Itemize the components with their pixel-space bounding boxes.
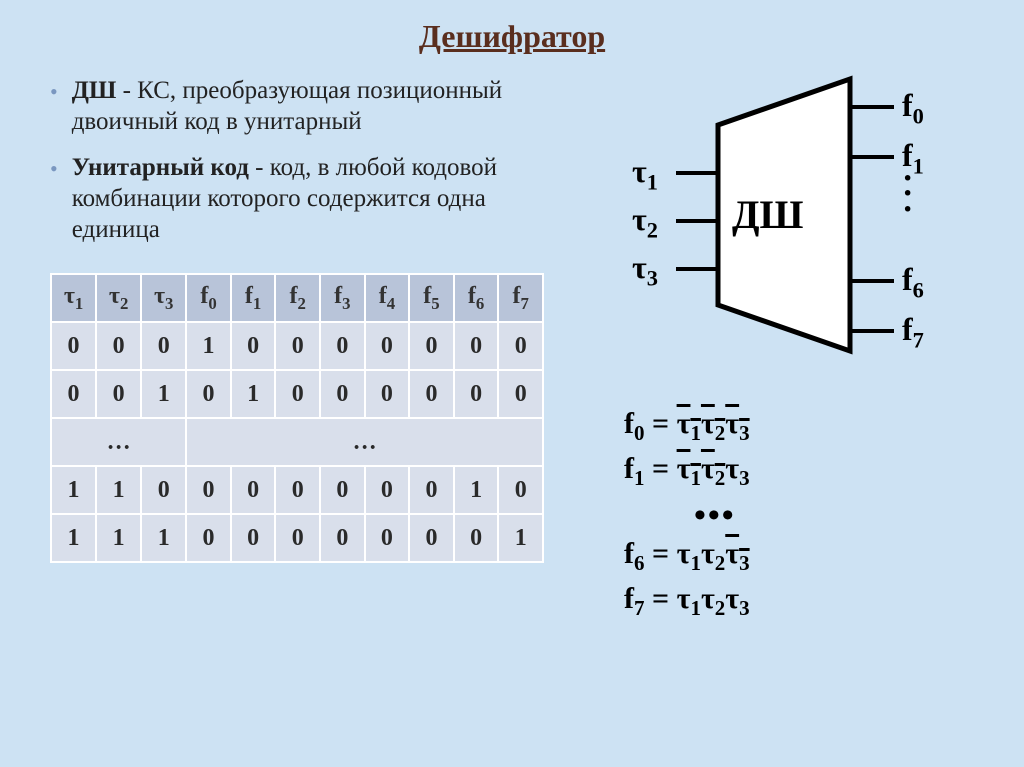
bullet-text: - КС, преобразующая позиционный двоичный… (72, 77, 502, 135)
table-cell: 1 (498, 514, 543, 562)
table-header-tau: τ2 (96, 274, 141, 322)
table-cell: 1 (454, 466, 499, 514)
table-cell: 0 (409, 322, 454, 370)
table-ellipsis: … (186, 418, 543, 466)
equation: f0 = τ1τ2τ3 (624, 407, 984, 446)
table-cell: 0 (320, 514, 365, 562)
output-wire (848, 279, 894, 283)
table-cell: 0 (186, 466, 231, 514)
table-cell: 1 (51, 466, 96, 514)
input-label: τ2 (632, 201, 658, 243)
table-header-f: f0 (186, 274, 231, 322)
table-header-tau: τ1 (51, 274, 96, 322)
bullet-bold: Унитарный код (72, 154, 249, 181)
slide-title: Дешифратор (0, 0, 1024, 55)
list-item: • Унитарный код - код, в любой кодовой к… (50, 152, 544, 246)
equation: f6 = τ1τ2τ3 (624, 537, 984, 576)
table-cell: 0 (320, 322, 365, 370)
bullet-list: • ДШ - КС, преобразующая позиционный дво… (50, 75, 544, 245)
table-cell: 0 (96, 370, 141, 418)
table-cell: 1 (96, 466, 141, 514)
table-row: …… (51, 418, 543, 466)
table-cell: 0 (275, 466, 320, 514)
table-cell: 0 (141, 322, 186, 370)
table-cell: 0 (186, 370, 231, 418)
table-cell: 1 (96, 514, 141, 562)
equation: f7 = τ1τ2τ3 (624, 582, 984, 621)
table-row: 00010000000 (51, 322, 543, 370)
table-cell: 0 (320, 466, 365, 514)
content-area: • ДШ - КС, преобразующая позиционный дво… (0, 55, 1024, 627)
table-cell: 1 (141, 514, 186, 562)
table-cell: 0 (365, 466, 410, 514)
table-cell: 0 (141, 466, 186, 514)
table-cell: 0 (454, 370, 499, 418)
output-wire (848, 329, 894, 333)
table-cell: 0 (51, 322, 96, 370)
truth-table: τ1τ2τ3f0f1f2f3f4f5f6f7 00010000000001010… (50, 273, 544, 563)
table-cell: 0 (231, 514, 276, 562)
equations-block: f0 = τ1τ2τ3 f1 = τ1τ2τ3 •••f6 = τ1τ2τ3 f7 =… (624, 407, 984, 621)
table-cell: 1 (231, 370, 276, 418)
input-label: τ3 (632, 249, 658, 291)
output-wire (848, 155, 894, 159)
input-wire (676, 267, 720, 271)
table-header-f: f6 (454, 274, 499, 322)
equation-dots: ••• (694, 497, 984, 535)
table-cell: 0 (275, 514, 320, 562)
list-item: • ДШ - КС, преобразующая позиционный дво… (50, 75, 544, 138)
table-header-f: f1 (231, 274, 276, 322)
table-header-tau: τ3 (141, 274, 186, 322)
output-label: f7 (902, 311, 924, 353)
bullet-bold: ДШ (72, 77, 117, 104)
table-ellipsis: … (51, 418, 186, 466)
table-cell: 0 (454, 514, 499, 562)
table-cell: 0 (409, 466, 454, 514)
table-cell: 0 (409, 370, 454, 418)
output-label: f6 (902, 261, 924, 303)
table-header-f: f4 (365, 274, 410, 322)
bullet-icon: • (50, 78, 58, 138)
right-column: ДШ τ1τ2τ3f0f1f6f7 ··· f0 = τ1τ2τ3f1 = τ1… (544, 75, 984, 627)
table-cell: 0 (231, 466, 276, 514)
table-cell: 0 (365, 322, 410, 370)
table-row: 00101000000 (51, 370, 543, 418)
table-cell: 0 (275, 370, 320, 418)
input-wire (676, 219, 720, 223)
left-column: • ДШ - КС, преобразующая позиционный дво… (50, 75, 544, 627)
table-cell: 0 (231, 322, 276, 370)
bullet-icon: • (50, 155, 58, 246)
table-header-f: f2 (275, 274, 320, 322)
table-cell: 0 (365, 370, 410, 418)
table-cell: 1 (51, 514, 96, 562)
output-label: f0 (902, 87, 924, 129)
table-cell: 0 (320, 370, 365, 418)
table-row: 11000000010 (51, 466, 543, 514)
table-cell: 0 (96, 322, 141, 370)
input-label: τ1 (632, 153, 658, 195)
block-label: ДШ (732, 191, 803, 238)
table-cell: 0 (409, 514, 454, 562)
table-cell: 0 (275, 322, 320, 370)
table-header-f: f7 (498, 274, 543, 322)
table-cell: 0 (365, 514, 410, 562)
table-cell: 0 (498, 370, 543, 418)
table-cell: 0 (454, 322, 499, 370)
input-wire (676, 171, 720, 175)
table-cell: 1 (141, 370, 186, 418)
table-cell: 0 (186, 514, 231, 562)
table-header-f: f5 (409, 274, 454, 322)
table-cell: 0 (51, 370, 96, 418)
decoder-diagram: ДШ τ1τ2τ3f0f1f6f7 ··· (564, 75, 984, 375)
equation: f1 = τ1τ2τ3 (624, 452, 984, 491)
output-dots: ··· (902, 171, 913, 217)
table-row: 11100000001 (51, 514, 543, 562)
table-header-f: f3 (320, 274, 365, 322)
output-wire (848, 105, 894, 109)
table-cell: 1 (186, 322, 231, 370)
table-cell: 0 (498, 322, 543, 370)
table-cell: 0 (498, 466, 543, 514)
